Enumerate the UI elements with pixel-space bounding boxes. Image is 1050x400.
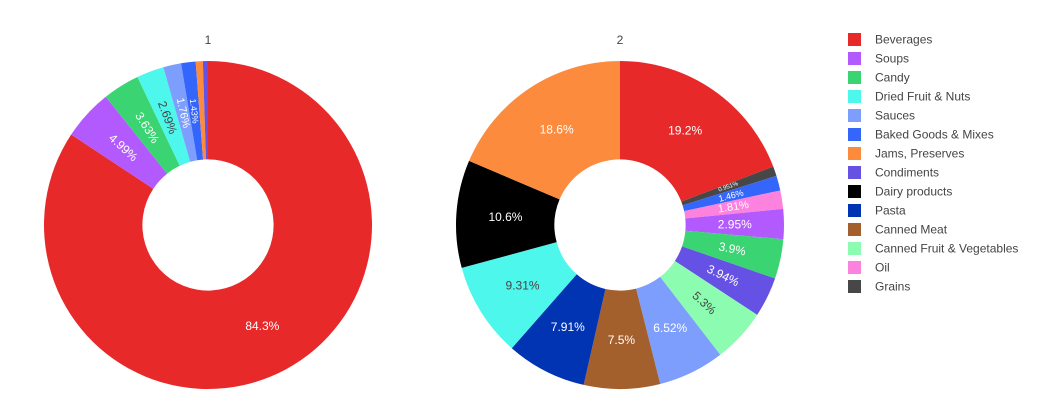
slice-oil[interactable] — [684, 190, 784, 219]
legend-swatch — [848, 33, 861, 46]
legend-item-grains[interactable]: Grains — [848, 280, 910, 294]
slice-canned-fruit-vegetables[interactable] — [660, 260, 758, 355]
slice-baked-goods-mixes[interactable] — [181, 61, 204, 161]
legend-swatch — [848, 185, 861, 198]
legend-label: Pasta — [875, 204, 906, 218]
legend-swatch — [848, 261, 861, 274]
legend-label: Baked Goods & Mixes — [875, 128, 994, 142]
legend-label: Jams, Preserves — [875, 147, 964, 161]
legend-swatch — [848, 204, 861, 217]
slice-label-pasta: 7.91% — [551, 320, 585, 334]
slice-condiments[interactable] — [202, 61, 208, 160]
slice-dairy-products[interactable] — [456, 160, 560, 268]
legend-swatch — [848, 242, 861, 255]
legend-swatch — [848, 223, 861, 236]
slice-jams-preserves[interactable] — [469, 61, 620, 200]
legend-label: Beverages — [875, 33, 932, 47]
slice-candy[interactable] — [105, 76, 180, 174]
legend-label: Grains — [875, 280, 910, 294]
legend-label: Dried Fruit & Nuts — [875, 90, 970, 104]
legend-item-baked-goods-mixes[interactable]: Baked Goods & Mixes — [848, 128, 994, 142]
slice-soups[interactable] — [685, 208, 784, 240]
slice-canned-meat[interactable] — [583, 288, 661, 390]
slice-dried-fruit-nuts[interactable] — [461, 242, 577, 349]
slice-dried-fruit-nuts[interactable] — [137, 67, 191, 166]
legend-swatch — [848, 280, 861, 293]
legend-label: Canned Meat — [875, 223, 948, 237]
slice-label-dried-fruit-nuts: 9.31% — [506, 279, 540, 293]
legend-item-pasta[interactable]: Pasta — [848, 204, 906, 218]
legend-swatch — [848, 128, 861, 141]
slice-sauces[interactable] — [636, 276, 721, 384]
legend-swatch — [848, 147, 861, 160]
slice-beverages[interactable] — [620, 61, 774, 202]
slice-label-dairy-products: 10.6% — [488, 210, 522, 224]
slice-soups[interactable] — [71, 96, 168, 189]
legend-item-oil[interactable]: Oil — [848, 261, 890, 275]
legend-item-dairy-products[interactable]: Dairy products — [848, 185, 952, 199]
slice-candy[interactable] — [682, 230, 784, 279]
legend-swatch — [848, 109, 861, 122]
legend-swatch — [848, 71, 861, 84]
slice-pasta[interactable] — [511, 274, 606, 385]
pie-chart-2: 2 19.2%0.951%1.46%1.81%2.95%3.9%3.94%5.3… — [456, 33, 784, 390]
legend-label: Soups — [875, 52, 909, 66]
legend-label: Canned Fruit & Vegetables — [875, 242, 1018, 256]
slice-baked-goods-mixes[interactable] — [682, 175, 781, 212]
slice-label-baked-goods-mixes: 1.43% — [188, 98, 201, 124]
legend-swatch — [848, 166, 861, 179]
legend-label: Dairy products — [875, 185, 952, 199]
slice-grains[interactable] — [681, 166, 777, 206]
legend-item-canned-meat[interactable]: Canned Meat — [848, 223, 948, 237]
pie-chart-1: 1 84.3%4.99%3.63%2.69%1.76%1.43% — [44, 33, 373, 389]
legend-swatch — [848, 90, 861, 103]
slice-sauces[interactable] — [163, 63, 198, 162]
slice-label-beverages: 84.3% — [245, 319, 279, 333]
legend-item-jams-preserves[interactable]: Jams, Preserves — [848, 147, 964, 161]
legend-label: Condiments — [875, 166, 939, 180]
legend-label: Oil — [875, 261, 890, 275]
legend-label: Candy — [875, 71, 910, 85]
slice-label-canned-meat: 7.5% — [608, 333, 636, 347]
legend-item-beverages[interactable]: Beverages — [848, 33, 932, 47]
slice-label-candy: 3.9% — [717, 239, 747, 258]
slice-label-jams-preserves: 18.6% — [540, 122, 574, 136]
slice-label-soups: 2.95% — [718, 217, 752, 231]
slice-label-oil: 1.81% — [717, 199, 750, 216]
slice-condiments[interactable] — [674, 246, 776, 315]
legend-swatch — [848, 52, 861, 65]
pie-title-1: 1 — [205, 33, 212, 47]
legend: Beverages Soups Candy Dried Fruit & Nuts Sau… — [848, 33, 1018, 294]
slice-jams-preserves[interactable] — [195, 61, 206, 160]
pie-title-2: 2 — [617, 33, 624, 47]
slice-beverages[interactable] — [44, 61, 373, 389]
legend-item-soups[interactable]: Soups — [848, 52, 909, 66]
legend-item-sauces[interactable]: Sauces — [848, 109, 915, 123]
legend-item-canned-fruit-vegetables[interactable]: Canned Fruit & Vegetables — [848, 242, 1018, 256]
legend-label: Sauces — [875, 109, 915, 123]
legend-item-condiments[interactable]: Condiments — [848, 166, 939, 180]
legend-item-candy[interactable]: Candy — [848, 71, 910, 85]
slice-label-beverages: 19.2% — [668, 123, 702, 137]
slice-label-sauces: 6.52% — [653, 321, 687, 335]
legend-item-dried-fruit-nuts[interactable]: Dried Fruit & Nuts — [848, 90, 970, 104]
